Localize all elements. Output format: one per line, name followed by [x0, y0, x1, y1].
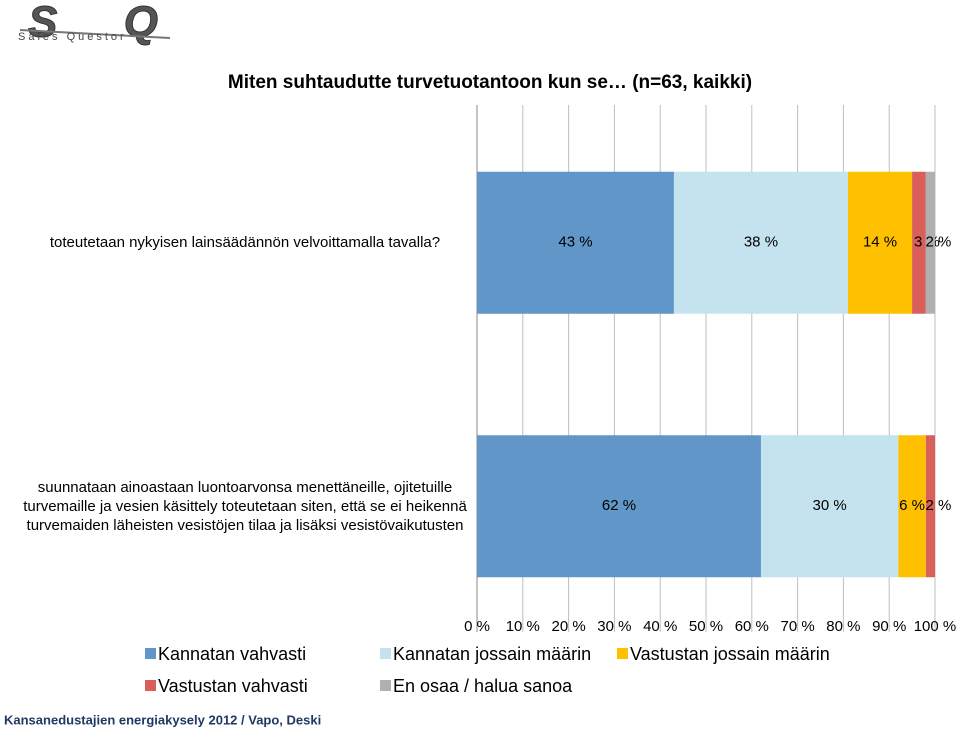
value-label: 30 %	[813, 497, 847, 514]
value-label: 6 %	[899, 497, 925, 514]
category-label: suunnataan ainoastaan luontoarvonsa mene…	[23, 478, 467, 534]
bar-segment	[925, 171, 935, 314]
category-label: toteutetaan nykyisen lainsäädännön velvo…	[49, 234, 441, 252]
bar-segment	[760, 435, 899, 578]
value-label: 43 %	[558, 234, 592, 251]
x-tick-label: 70 %	[780, 618, 814, 635]
value-label: 14 %	[863, 234, 897, 251]
legend-label: Vastustan jossain määrin	[630, 644, 830, 664]
bar-segment	[477, 435, 761, 578]
x-tick-label: 90 %	[872, 618, 906, 635]
bar-segment	[912, 171, 926, 314]
logo-swoosh	[19, 29, 171, 39]
source: Kansanedustajien energiakysely 2012 / Va…	[4, 712, 321, 727]
bar-segment	[847, 171, 913, 314]
value-label: 2 %	[925, 234, 951, 251]
x-tick-label: 80 %	[826, 618, 860, 635]
value-label: 62 %	[602, 497, 636, 514]
x-tick-label: 100 %	[914, 618, 957, 635]
legend-label: Kannatan jossain määrin	[393, 644, 591, 664]
bar-segment	[673, 171, 848, 314]
x-tick-label: 40 %	[643, 618, 677, 635]
legend-label: Vastustan vahvasti	[158, 676, 308, 696]
bar-segment	[925, 435, 935, 578]
legend-label: Kannatan vahvasti	[158, 644, 306, 664]
x-tick-label: 10 %	[506, 618, 540, 635]
legend-swatch	[617, 648, 628, 659]
bar-segment	[477, 171, 674, 314]
legend-swatch	[145, 648, 156, 659]
legend-label: En osaa / halua sanoa	[393, 676, 573, 696]
bar-segment	[898, 435, 926, 578]
legend-swatch	[145, 680, 156, 691]
logo-name: Sales Questor	[18, 31, 127, 43]
legend-swatch	[380, 648, 391, 659]
chart-title: Miten suhtaudutte turvetuotantoon kun se…	[228, 72, 752, 93]
value-label: 2 %	[925, 497, 951, 514]
x-tick-label: 20 %	[551, 618, 585, 635]
x-tick-label: 30 %	[597, 618, 631, 635]
legend-swatch	[380, 680, 391, 691]
x-tick-label: 60 %	[735, 618, 769, 635]
value-label: 38 %	[744, 234, 778, 251]
x-tick-label: 50 %	[689, 618, 723, 635]
x-tick-label: 0 %	[464, 618, 490, 635]
